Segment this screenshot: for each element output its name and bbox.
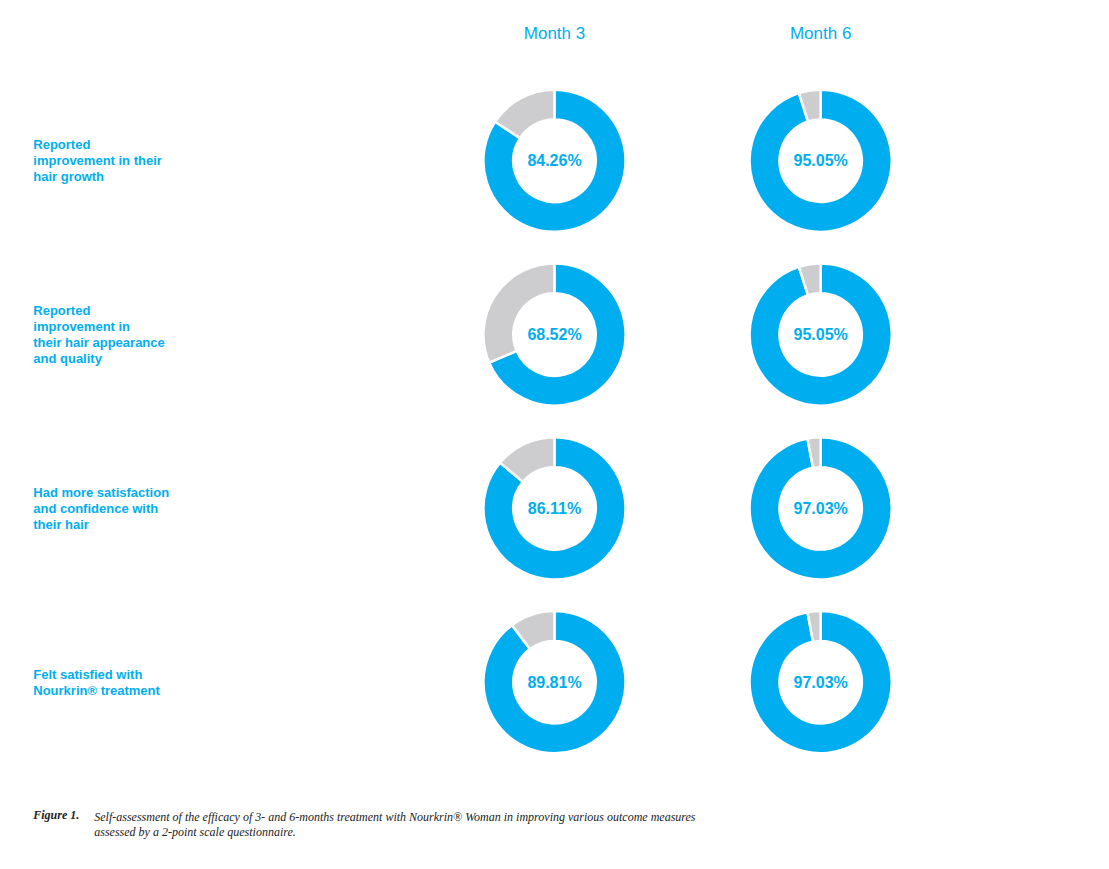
svg-text:95.05%: 95.05% (794, 152, 848, 169)
svg-text:Reported: Reported (33, 303, 90, 318)
svg-text:Nourkrin® treatment: Nourkrin® treatment (33, 683, 160, 698)
svg-text:95.05%: 95.05% (794, 326, 848, 343)
svg-text:assessed by a 2-point scale qu: assessed by a 2-point scale questionnair… (94, 825, 296, 839)
svg-text:Had more satisfaction: Had more satisfaction (33, 485, 169, 500)
svg-text:Reported: Reported (33, 137, 90, 152)
svg-text:Self-assessment of the efficac: Self-assessment of the efficacy of 3- an… (94, 810, 696, 824)
svg-text:and confidence with: and confidence with (33, 501, 158, 516)
svg-text:68.52%: 68.52% (527, 326, 581, 343)
svg-text:their hair appearance: their hair appearance (33, 335, 165, 350)
svg-text:improvement in their: improvement in their (33, 153, 162, 168)
svg-text:89.81%: 89.81% (527, 674, 581, 691)
svg-text:their hair: their hair (33, 517, 89, 532)
svg-text:hair growth: hair growth (33, 169, 104, 184)
svg-text:97.03%: 97.03% (794, 500, 848, 517)
svg-text:improvement in: improvement in (33, 319, 130, 334)
svg-text:Felt satisfied with: Felt satisfied with (33, 667, 142, 682)
svg-text:Month 3: Month 3 (524, 24, 585, 43)
svg-text:Month 6: Month 6 (790, 24, 851, 43)
svg-text:84.26%: 84.26% (527, 152, 581, 169)
svg-text:97.03%: 97.03% (794, 674, 848, 691)
svg-text:86.11%: 86.11% (528, 500, 581, 517)
svg-text:and quality: and quality (33, 351, 102, 366)
svg-text:Figure 1.: Figure 1. (32, 808, 79, 822)
